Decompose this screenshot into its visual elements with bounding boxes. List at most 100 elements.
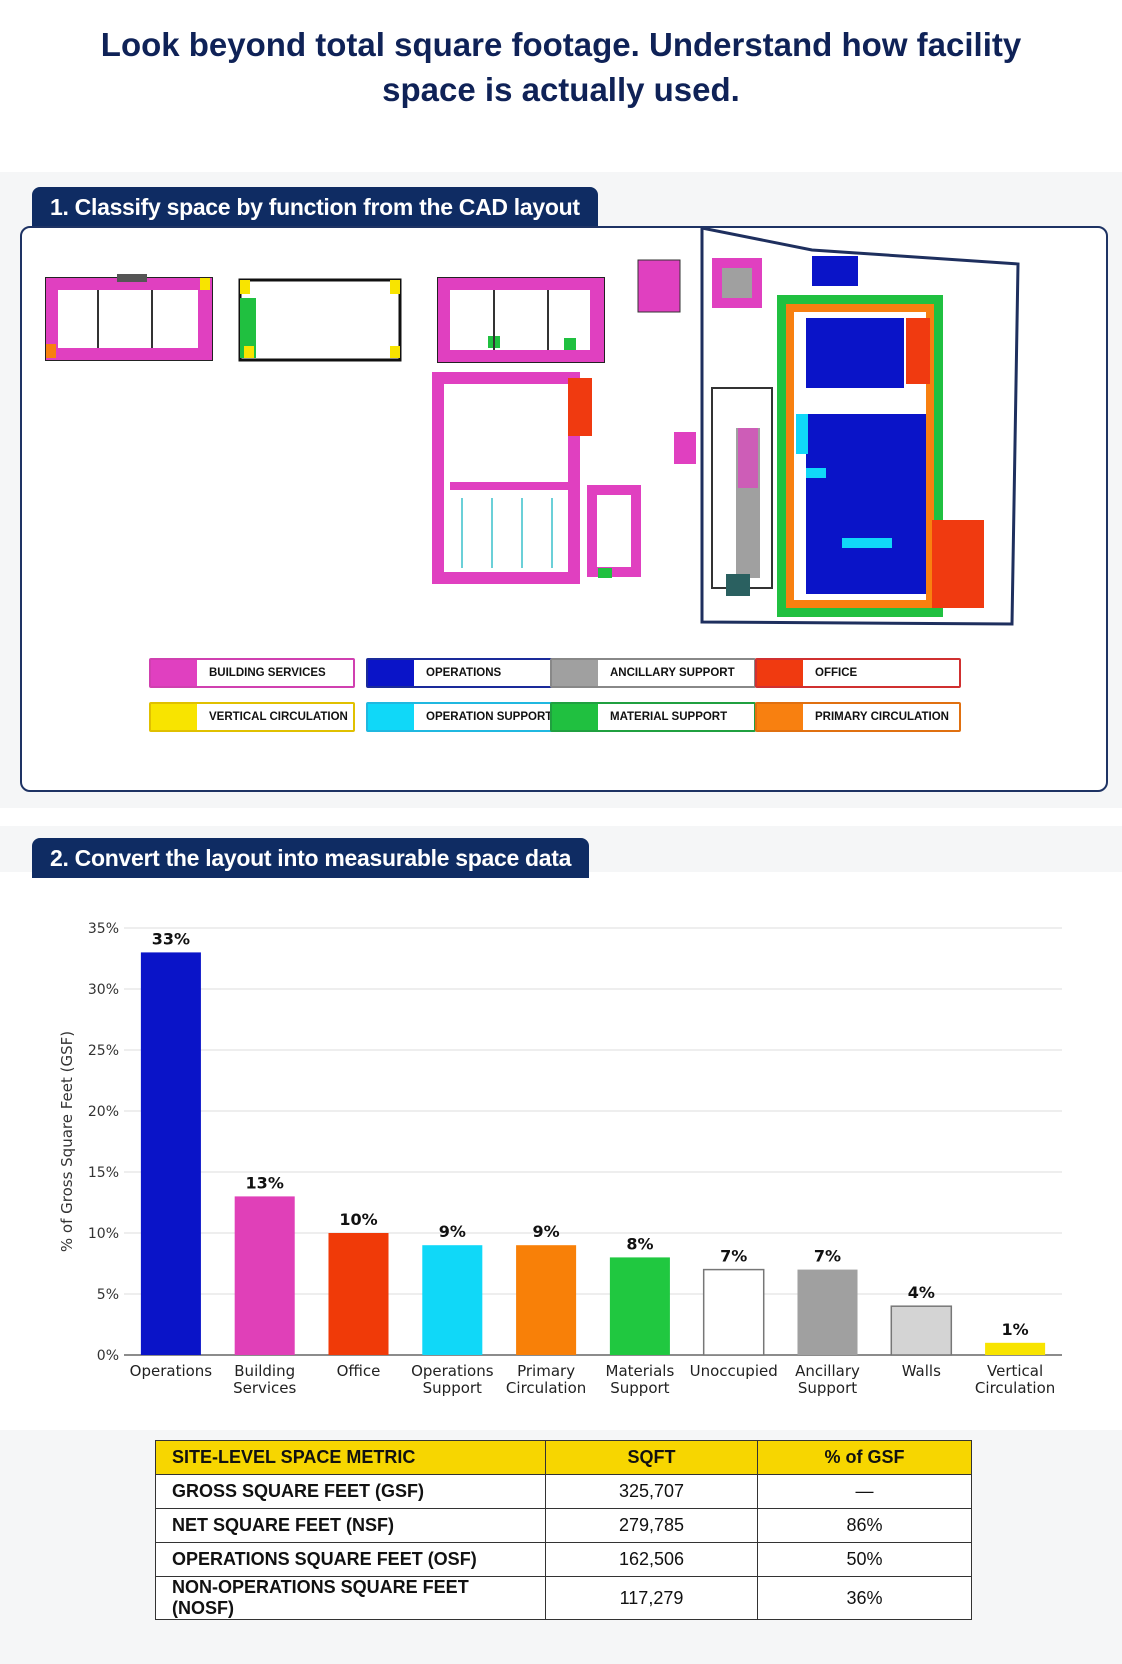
cad-small-block	[674, 432, 696, 464]
metric-pct: 50%	[757, 1542, 972, 1577]
cad-layout-panel: BUILDING SERVICES OPERATIONS ANCILLARY S…	[20, 226, 1108, 792]
data-label: 13%	[246, 1173, 284, 1192]
metric-sqft: 162,506	[545, 1542, 758, 1577]
table-row: NET SQUARE FEET (NSF) 279,785 86%	[155, 1508, 972, 1543]
x-tick-label: Unoccupied	[690, 1362, 778, 1380]
y-tick-label: 5%	[97, 1287, 119, 1303]
metric-pct: —	[757, 1474, 972, 1509]
bar-unoccupied	[702, 1268, 765, 1356]
table-header-row: SITE-LEVEL SPACE METRIC SQFT % of GSF	[155, 1440, 972, 1475]
x-tick-label: Office	[337, 1362, 381, 1380]
legend-label: ANCILLARY SUPPORT	[610, 667, 735, 679]
y-tick-label: 10%	[88, 1226, 119, 1242]
metric-name: NET SQUARE FEET (NSF)	[155, 1508, 546, 1543]
y-tick-label: 0%	[97, 1348, 119, 1364]
legend-vertical-circulation: VERTICAL CIRCULATION	[149, 702, 355, 732]
y-axis-label: % of Gross Square Feet (GSF)	[58, 1031, 76, 1252]
y-tick-label: 25%	[88, 1043, 119, 1059]
x-tick-label: Support	[798, 1379, 857, 1397]
metric-name: NON-OPERATIONS SQUARE FEET (NOSF)	[155, 1576, 546, 1620]
y-tick-label: 15%	[88, 1165, 119, 1181]
y-tick-label: 30%	[88, 982, 119, 998]
legend-primary-circulation: PRIMARY CIRCULATION	[755, 702, 961, 732]
metric-pct: 36%	[757, 1576, 972, 1620]
legend-label: BUILDING SERVICES	[209, 667, 326, 679]
legend-swatch	[368, 660, 414, 686]
x-tick-label: Support	[423, 1379, 482, 1397]
y-tick-label: 35%	[88, 921, 119, 937]
cad-building-a	[45, 274, 213, 361]
legend-operations: OPERATIONS	[366, 658, 572, 688]
section-2-title: 2. Convert the layout into measurable sp…	[32, 838, 590, 878]
legend-swatch	[368, 704, 414, 730]
legend-swatch	[151, 660, 197, 686]
legend-ancillary-support: ANCILLARY SUPPORT	[550, 658, 756, 688]
data-label: 9%	[533, 1222, 560, 1241]
table-row: OPERATIONS SQUARE FEET (OSF) 162,506 50%	[155, 1542, 972, 1577]
bar-building-services	[234, 1196, 295, 1355]
bar-operations-support	[422, 1245, 483, 1355]
data-label: 7%	[814, 1247, 841, 1266]
x-tick-label: Building	[234, 1362, 295, 1380]
x-tick-label: Operations	[130, 1362, 213, 1380]
metric-sqft: 117,279	[545, 1576, 758, 1620]
data-label: 8%	[626, 1234, 653, 1253]
cad-small-block	[637, 259, 681, 313]
bar-ancillary-support	[797, 1269, 858, 1355]
legend-label: VERTICAL CIRCULATION	[209, 711, 348, 723]
legend-swatch	[757, 660, 803, 686]
header-pct-gsf: % of GSF	[757, 1440, 972, 1475]
x-tick-label: Vertical	[987, 1362, 1043, 1380]
data-label: 10%	[339, 1210, 377, 1229]
section-1-title: 1. Classify space by function from the C…	[32, 187, 598, 227]
data-label: 9%	[439, 1222, 466, 1241]
x-tick-label: Circulation	[506, 1379, 586, 1397]
table-row: NON-OPERATIONS SQUARE FEET (NOSF) 117,27…	[155, 1576, 972, 1620]
legend-label: OPERATION SUPPORT	[426, 711, 553, 723]
bar-materials-support	[609, 1257, 670, 1355]
metric-name: GROSS SQUARE FEET (GSF)	[155, 1474, 546, 1509]
y-tick-label: 20%	[88, 1104, 119, 1120]
metric-sqft: 325,707	[545, 1474, 758, 1509]
cad-floor-plan-illustration	[45, 228, 1020, 626]
x-tick-label: Walls	[902, 1362, 941, 1380]
legend-label: MATERIAL SUPPORT	[610, 711, 728, 723]
cad-building-c	[432, 277, 641, 584]
x-tick-label: Materials	[606, 1362, 675, 1380]
cad-building-b	[238, 278, 402, 362]
metric-pct: 86%	[757, 1508, 972, 1543]
x-tick-label: Primary	[517, 1362, 575, 1380]
space-use-bar-chart: 0% 5% 10% 15% 20% 25% 30% 35% % of Gross Square …	[58, 921, 1062, 1397]
legend-material-support: MATERIAL SUPPORT	[550, 702, 756, 732]
legend-swatch	[552, 704, 598, 730]
bar-vertical-circulation	[985, 1342, 1046, 1355]
data-label: 33%	[152, 929, 190, 948]
legend-label: PRIMARY CIRCULATION	[815, 711, 949, 723]
bar-primary-circulation	[516, 1245, 577, 1355]
legend-swatch	[757, 704, 803, 730]
legend-label: OFFICE	[815, 667, 858, 679]
bar-office	[328, 1233, 389, 1355]
legend-swatch	[151, 704, 197, 730]
x-tick-label: Ancillary	[795, 1362, 860, 1380]
cad-main-site	[700, 228, 1020, 626]
metric-sqft: 279,785	[545, 1508, 758, 1543]
data-label: 1%	[1002, 1320, 1029, 1339]
site-metrics-table: SITE-LEVEL SPACE METRIC SQFT % of GSF GR…	[155, 1440, 972, 1620]
legend-office: OFFICE	[755, 658, 961, 688]
x-tick-label: Support	[610, 1379, 669, 1397]
legend-building-services: BUILDING SERVICES	[149, 658, 355, 688]
page-headline: Look beyond total square footage. Unders…	[100, 26, 1022, 108]
x-tick-label: Circulation	[975, 1379, 1055, 1397]
legend-swatch	[552, 660, 598, 686]
x-tick-label: Operations	[411, 1362, 494, 1380]
x-tick-label: Services	[233, 1379, 296, 1397]
bar-operations	[140, 952, 201, 1355]
data-label: 4%	[908, 1283, 935, 1302]
legend-label: OPERATIONS	[426, 667, 502, 679]
data-label: 7%	[720, 1247, 747, 1266]
bar-walls	[890, 1305, 953, 1356]
header-metric: SITE-LEVEL SPACE METRIC	[155, 1440, 546, 1475]
legend-operation-support: OPERATION SUPPORT	[366, 702, 572, 732]
table-row: GROSS SQUARE FEET (GSF) 325,707 —	[155, 1474, 972, 1509]
